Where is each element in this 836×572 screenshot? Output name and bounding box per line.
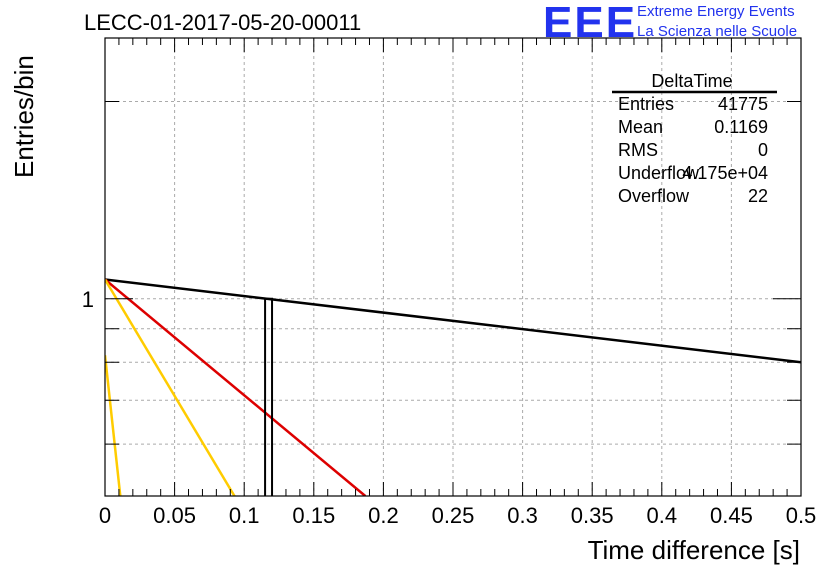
stats-label: Mean [618,117,663,137]
stats-value: 4.175e+04 [682,163,768,183]
y-tick-labels: 1 [82,287,94,312]
series-line-1 [105,278,367,496]
logo-line-1: Extreme Energy Events [637,3,795,20]
y-axis-label: Entries/bin [9,55,39,178]
grid [105,38,801,496]
stats-title: DeltaTime [651,71,732,91]
series-line-0 [105,278,801,364]
histogram-bin [264,297,274,496]
series-line-2 [105,278,236,496]
stats-value: 41775 [718,94,768,114]
x-tick-label: 0.45 [710,503,753,528]
series-line-3 [105,355,122,496]
x-tick-label: 0.05 [153,503,196,528]
stats-label: Entries [618,94,674,114]
x-tick-label: 0.35 [571,503,614,528]
x-tick-label: 0.2 [368,503,399,528]
x-axis-label: Time difference [s] [588,535,800,565]
stats-value: 22 [748,186,768,206]
chart-title: LECC-01-2017-05-20-00011 [84,10,362,35]
x-tick-label: 0.5 [786,503,817,528]
stats-box: DeltaTime Entries 41775 Mean 0.1169 RMS … [612,71,777,206]
stats-value: 0 [758,140,768,160]
x-tick-label: 0.3 [507,503,538,528]
stats-value: 0.1169 [714,117,768,137]
x-tick-label: 0.1 [229,503,260,528]
stats-label: RMS [618,140,658,160]
x-tick-label: 0 [99,503,111,528]
x-tick-label: 0.15 [292,503,335,528]
stats-label: Underflow [618,163,700,183]
y-tick-label: 1 [82,287,94,312]
x-tick-label: 0.25 [432,503,475,528]
stats-label: Overflow [618,186,690,206]
histogram-bars [264,297,274,496]
logo-line-2: La Scienza nelle Scuole [637,23,798,40]
series-layer [105,278,801,496]
x-tick-label: 0.4 [647,503,678,528]
x-tick-labels: 0 0.05 0.1 0.15 0.2 0.25 0.3 0.35 0.4 0.45 0.5 [99,503,816,528]
axis-ticks [104,38,802,496]
